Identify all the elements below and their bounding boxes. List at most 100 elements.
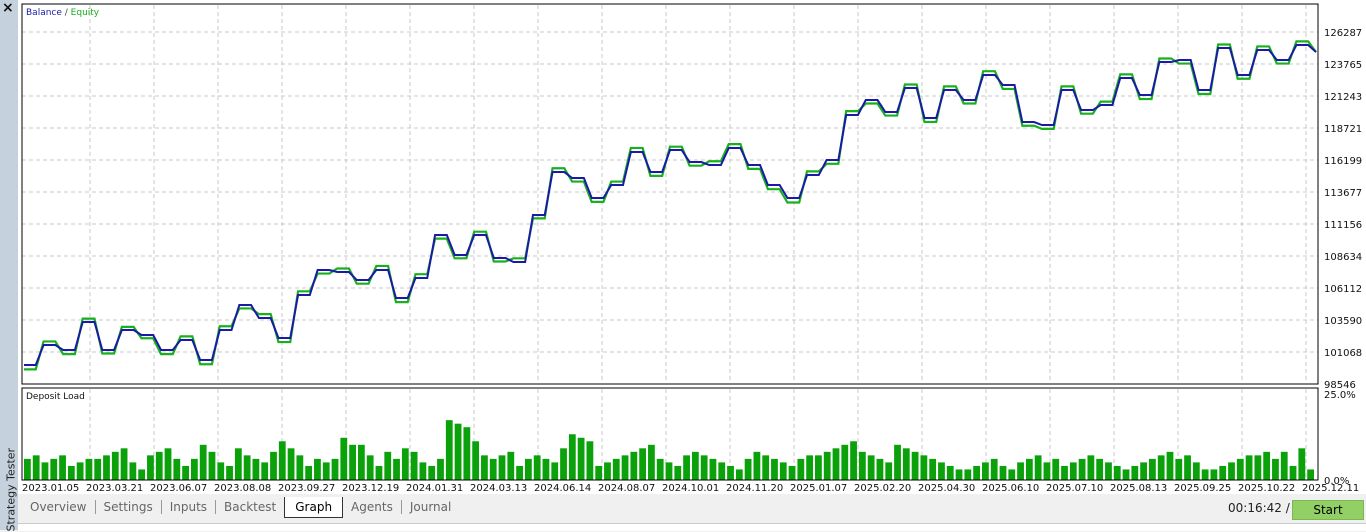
deposit-load-bar	[94, 458, 102, 480]
deposit-load-bar	[744, 458, 752, 480]
x-tick-label: 2024.08.07	[598, 483, 655, 494]
deposit-load-bar	[507, 451, 515, 480]
deposit-load-bar	[771, 458, 778, 480]
deposit-load-bar	[1201, 469, 1209, 480]
tab-graph[interactable]: Graph	[284, 496, 344, 518]
deposit-load-bar	[498, 455, 506, 480]
deposit-load-bar	[1298, 448, 1306, 480]
tab-settings[interactable]: Settings	[96, 500, 162, 514]
y-tick-label: 118721	[1324, 124, 1362, 135]
deposit-load-bar	[1289, 465, 1297, 480]
deposit-load-panel-frame	[21, 387, 1319, 481]
deposit-load-bar	[858, 451, 866, 480]
deposit-load-bar	[982, 462, 989, 480]
x-tick-label: 2025.06.10	[982, 483, 1039, 494]
deposit-load-bar	[630, 451, 638, 480]
deposit-load-bar	[1228, 462, 1235, 480]
deposit-load-bar	[1210, 469, 1218, 480]
y-tick-label: 126287	[1324, 28, 1362, 39]
tab-journal[interactable]: Journal	[409, 500, 452, 514]
deposit-load-bar	[973, 465, 981, 480]
deposit-load-bar	[331, 458, 339, 480]
deposit-load-bar	[867, 455, 875, 480]
deposit-load-bar	[524, 458, 532, 480]
deposit-load-bar	[1175, 458, 1183, 480]
deposit-load-bar	[911, 451, 919, 480]
deposit-load-bar	[1069, 462, 1077, 480]
deposit-load-bar	[709, 458, 717, 480]
deposit-load-bar	[788, 465, 796, 480]
x-tick-label: 2024.06.14	[534, 483, 591, 494]
deposit-load-bar	[753, 451, 761, 480]
deposit-load-bar	[577, 437, 585, 480]
deposit-load-bar	[278, 441, 286, 480]
deposit-load-bar	[955, 469, 963, 480]
deposit-load-bar	[542, 458, 550, 480]
deposit-load-bar	[674, 465, 682, 480]
y-tick-label: 108634	[1324, 252, 1362, 263]
deposit-load-bar	[67, 465, 75, 480]
deposit-load-bar	[393, 458, 400, 480]
x-tick-label: 2023.01.05	[22, 483, 79, 494]
deposit-load-bar	[639, 448, 647, 480]
deposit-load-bar	[287, 448, 295, 480]
deposit-load-bar	[41, 462, 49, 480]
y-tick-label: 116199	[1324, 156, 1362, 167]
deposit-load-bar	[1245, 455, 1253, 480]
start-button[interactable]: Start	[1292, 500, 1364, 520]
deposit-load-bar	[410, 451, 418, 480]
deposit-load-bar	[243, 455, 251, 480]
legend: Balance / Equity	[26, 8, 100, 18]
deposit-load-bar	[1034, 455, 1042, 480]
deposit-load-bar	[999, 465, 1007, 480]
y-tick-label: 101068	[1324, 348, 1362, 359]
deposit-load-bar	[1149, 458, 1156, 480]
deposit-load-bar	[885, 462, 893, 480]
legend-equity: Equity	[71, 8, 100, 18]
deposit-load-bar	[1131, 465, 1139, 480]
deposit-load-bar	[76, 462, 84, 480]
deposit-load-bar	[779, 462, 787, 480]
deposit-load-bar	[990, 458, 998, 480]
deposit-load-bar	[401, 448, 409, 480]
balance-equity-chart: 126287 123765 121243 118721 116199 113677 1111…	[21, 3, 1362, 494]
deposit-load-bar	[568, 434, 576, 480]
tab-overview[interactable]: Overview	[22, 500, 96, 514]
deposit-load-bar	[129, 462, 137, 480]
deposit-load-bar	[340, 437, 348, 480]
tab-agents[interactable]: Agents	[343, 500, 402, 514]
x-tick-label: 2025.01.07	[790, 483, 847, 494]
x-tick-label: 2025.02.20	[854, 483, 911, 494]
tab-inputs[interactable]: Inputs	[162, 500, 217, 514]
deposit-load-bar	[902, 448, 910, 480]
deposit-load-bar	[234, 448, 242, 480]
deposit-load-bar	[111, 451, 119, 480]
deposit-load-bar	[876, 458, 884, 480]
strategy-tester-label: Strategy Tester	[4, 447, 18, 532]
deposit-load-bar	[437, 458, 444, 480]
strategy-tester-sidebar: × Strategy Tester	[0, 0, 18, 532]
deposit-load-bar	[533, 455, 541, 480]
deposit-load-bar	[683, 455, 690, 480]
deposit-load-bar	[59, 455, 66, 480]
deposit-load-bar	[1192, 462, 1200, 480]
deposit-load-bar	[1166, 451, 1174, 480]
deposit-load-bar	[155, 451, 163, 480]
deposit-load-bar	[428, 465, 436, 480]
deposit-load-max-label: 25.0%	[1324, 390, 1356, 401]
close-icon[interactable]: ×	[2, 0, 14, 16]
y-tick-label: 113677	[1324, 188, 1362, 199]
deposit-load-bar	[375, 465, 383, 480]
deposit-load-bar	[1105, 462, 1112, 480]
deposit-load-bar	[586, 441, 594, 480]
deposit-load-bar	[762, 455, 770, 480]
deposit-load-bar	[217, 462, 225, 480]
deposit-load-bar	[252, 458, 260, 480]
deposit-load-bar	[823, 451, 831, 480]
deposit-load-bar	[366, 455, 374, 480]
deposit-load-bar	[1157, 455, 1165, 480]
tab-backtest[interactable]: Backtest	[216, 500, 286, 514]
deposit-load-bar	[24, 458, 31, 480]
deposit-load-bar	[595, 465, 603, 480]
x-tick-label: 2025.07.10	[1046, 483, 1103, 494]
